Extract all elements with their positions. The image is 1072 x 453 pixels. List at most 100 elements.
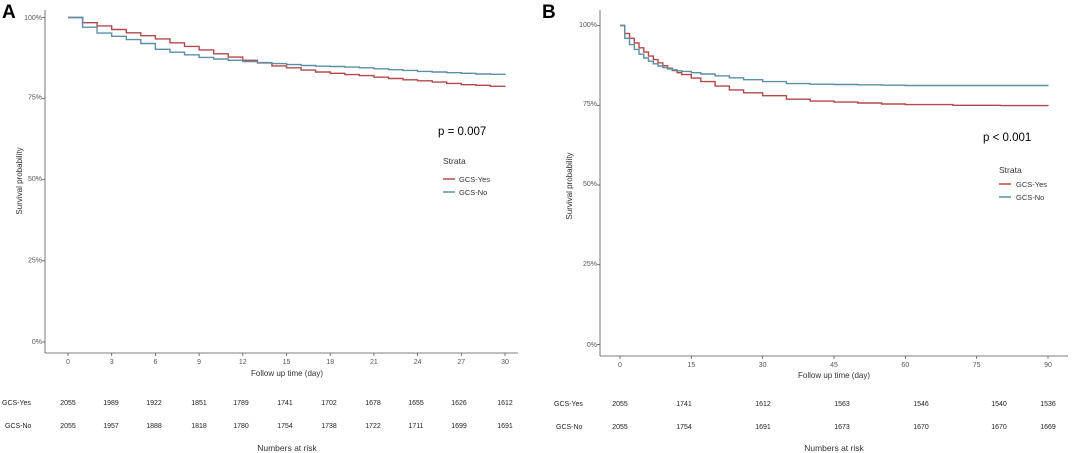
risk-cell: 1702: [321, 400, 337, 407]
panel-b-ytick-label: 50%: [583, 181, 597, 188]
survival-curve-gcs-yes: [620, 24, 1049, 107]
x-tick-label: 6: [153, 359, 157, 366]
legend-label-gcs-yes: GCS-Yes: [1016, 180, 1047, 189]
risk-cell: 1989: [103, 400, 119, 407]
risk-cell: 1699: [451, 423, 467, 430]
panel-a-p-value: p = 0.007: [438, 126, 486, 138]
risk-row-label-gcs-yes: GCS-Yes: [554, 401, 583, 408]
x-tick-label: 15: [687, 362, 695, 369]
risk-cell: 1612: [755, 401, 771, 408]
panel-a-y-axis-title: Survival probability: [15, 147, 24, 214]
x-tick-label: 30: [759, 362, 767, 369]
survival-curve-gcs-yes: [68, 16, 506, 87]
risk-cell: 1626: [451, 400, 467, 407]
panel-a-x-axis-title: Follow up time (day): [251, 369, 323, 378]
risk-cell: 1670: [991, 424, 1007, 431]
panel-b-p-value: p < 0.001: [983, 132, 1031, 144]
x-tick-label: 21: [370, 359, 378, 366]
panel-a-risk-table: GCS-Yes GCS-No 2055 1989 1922 1851 1789 1741 1…: [2, 400, 513, 453]
panel-b-ytick-label: 100%: [579, 22, 597, 29]
x-tick-label: 0: [66, 359, 70, 366]
panel-b-y-ticks: 0% 25% 50% 75% 100%: [579, 22, 600, 349]
risk-row-label-gcs-yes: GCS-Yes: [2, 400, 31, 407]
risk-cell: 1670: [913, 424, 929, 431]
risk-cell: 1922: [146, 400, 162, 407]
legend-label-gcs-yes: GCS-Yes: [459, 175, 490, 184]
risk-cell: 1540: [991, 401, 1007, 408]
risk-cell: 1957: [103, 423, 119, 430]
risk-cell: 1612: [497, 400, 513, 407]
panel-b-x-ticks: 0 15 30 45 60 75 90: [618, 356, 1052, 369]
risk-cell: 1691: [497, 423, 513, 430]
survival-curve-gcs-no: [68, 16, 506, 75]
panel-a-legend-title: Strata: [443, 156, 466, 166]
risk-cell: 1711: [408, 423, 423, 430]
panel-b-risk-cells: 2055 1741 1612 1563 1546 1540 1536 2055 1754 1691…: [612, 401, 1056, 431]
risk-cell: 1741: [277, 400, 293, 407]
risk-cell: 1888: [146, 423, 162, 430]
risk-cell: 2055: [612, 401, 628, 408]
panel-b-ytick-label: 75%: [583, 101, 597, 108]
panel-a: A 0% 25% 50% 75% 100% 0 3 6 9 12 15 18 21 24 27 30…: [2, 2, 518, 453]
risk-row-label-gcs-no: GCS-No: [5, 423, 32, 430]
risk-cell: 1738: [321, 423, 337, 430]
panel-b-ytick-label: 0%: [587, 342, 597, 349]
risk-cell: 1655: [408, 400, 424, 407]
risk-cell: 1851: [191, 400, 207, 407]
risk-cell: 1818: [191, 423, 207, 430]
x-tick-label: 75: [973, 362, 981, 369]
x-tick-label: 45: [830, 362, 838, 369]
risk-cell: 1754: [277, 423, 293, 430]
risk-cell: 2055: [60, 423, 76, 430]
risk-cell: 1536: [1040, 401, 1056, 408]
risk-cell: 1678: [365, 400, 381, 407]
panel-a-ytick-label: 75%: [28, 95, 42, 102]
risk-cell: 1673: [834, 424, 850, 431]
panel-a-ytick-label: 25%: [28, 258, 42, 265]
risk-cell: 1741: [676, 401, 692, 408]
x-tick-label: 60: [901, 362, 909, 369]
panel-a-x-ticks: 0 3 6 9 12 15 18 21 24 27 30: [66, 353, 509, 366]
risk-cell: 2055: [612, 424, 628, 431]
panel-b-legend-title: Strata: [999, 165, 1022, 175]
panel-b-ytick-label: 25%: [583, 261, 597, 268]
panel-a-risk-cells: 2055 1989 1922 1851 1789 1741 1702 1678 1655 1626…: [60, 400, 513, 430]
risk-cell: 1691: [755, 424, 771, 431]
panel-label-a: A: [2, 2, 16, 23]
panel-b: B 0% 25% 50% 75% 100% 0 15 30 45 60 75 90 Surv…: [542, 2, 1068, 453]
panel-a-ytick-label: 50%: [28, 176, 42, 183]
panel-b-risk-table-title: Numbers at risk: [804, 443, 864, 453]
risk-cell: 1546: [913, 401, 929, 408]
legend-label-gcs-no: GCS-No: [459, 188, 487, 197]
x-tick-label: 18: [326, 359, 334, 366]
panel-a-risk-table-title: Numbers at risk: [257, 443, 317, 453]
x-tick-label: 15: [283, 359, 291, 366]
risk-cell: 1669: [1040, 424, 1056, 431]
x-tick-label: 9: [197, 359, 201, 366]
panel-a-legend: Strata GCS-Yes GCS-No: [443, 156, 490, 197]
panel-a-curves: [68, 16, 506, 87]
x-tick-label: 12: [239, 359, 247, 366]
panel-label-b: B: [542, 2, 556, 23]
risk-cell: 1780: [233, 423, 249, 430]
risk-cell: 1789: [233, 400, 249, 407]
x-tick-label: 90: [1044, 362, 1052, 369]
panel-b-y-axis-title: Survival probability: [565, 152, 574, 219]
panel-b-x-axis-title: Follow up time (day): [798, 371, 870, 380]
panel-b-legend: Strata GCS-Yes GCS-No: [999, 165, 1047, 202]
risk-row-label-gcs-no: GCS-No: [556, 424, 583, 431]
x-tick-label: 27: [457, 359, 465, 366]
risk-cell: 2055: [60, 400, 76, 407]
panel-b-curves: [620, 24, 1049, 107]
risk-cell: 1722: [365, 423, 381, 430]
panel-a-y-ticks: 0% 25% 50% 75% 100%: [24, 15, 45, 346]
x-tick-label: 30: [501, 359, 509, 366]
panel-b-risk-table: GCS-Yes GCS-No 2055 1741 1612 1563 1546 1540 1…: [554, 401, 1056, 453]
panel-a-ytick-label: 100%: [24, 15, 42, 22]
x-tick-label: 3: [110, 359, 114, 366]
x-tick-label: 24: [414, 359, 422, 366]
x-tick-label: 0: [618, 362, 622, 369]
risk-cell: 1563: [834, 401, 850, 408]
panel-a-ytick-label: 0%: [32, 339, 42, 346]
